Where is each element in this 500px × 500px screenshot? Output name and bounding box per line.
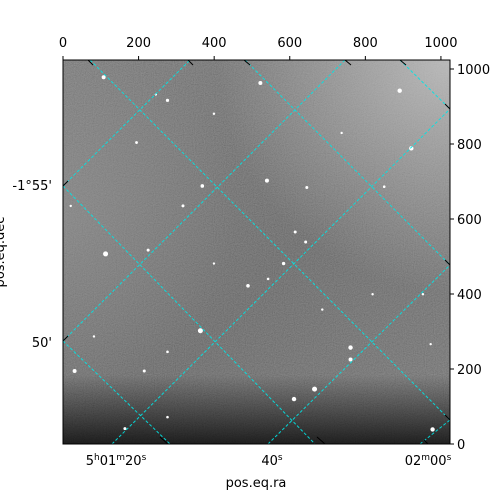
ra-label-1: 5h01m20s xyxy=(86,453,147,469)
star xyxy=(421,293,425,296)
x-axis-label: pos.eq.ra xyxy=(226,476,287,491)
star xyxy=(397,88,402,93)
dec-ticks xyxy=(62,103,451,421)
dec-tick xyxy=(444,414,451,421)
dec-tick xyxy=(444,259,451,266)
ra-ticks xyxy=(87,59,429,445)
star xyxy=(246,283,250,288)
star xyxy=(166,350,169,354)
star xyxy=(304,240,308,244)
top-tick-label: 600 xyxy=(277,36,302,51)
right-tick-label: 0 xyxy=(457,438,465,453)
right-pixel-axis: 0 200 400 600 800 1000 xyxy=(450,63,490,453)
top-tick-label: 400 xyxy=(202,36,227,51)
star xyxy=(264,178,269,183)
star xyxy=(69,204,72,208)
dec-axis: -1°55' 50' pos.eq.dec xyxy=(0,103,451,421)
ra-tick xyxy=(159,436,169,445)
top-tick-label: 200 xyxy=(126,36,151,51)
right-tick-label: 200 xyxy=(457,363,482,378)
y-axis-label: pos.eq.dec xyxy=(0,217,8,288)
ra-tick xyxy=(87,59,94,66)
star xyxy=(123,427,127,431)
star xyxy=(430,427,435,432)
grid-line xyxy=(244,60,450,266)
top-tick-label: 800 xyxy=(353,36,378,51)
ra-tick xyxy=(316,436,326,445)
grid-line xyxy=(111,108,450,444)
ra-tick xyxy=(399,59,407,66)
star xyxy=(293,230,297,234)
dec-tick xyxy=(444,103,451,110)
image-dark-bottom xyxy=(63,60,450,444)
plot-frame xyxy=(62,59,451,445)
star xyxy=(348,345,353,350)
grid-line xyxy=(267,264,450,444)
star xyxy=(291,396,297,402)
top-tick-label: 1000 xyxy=(424,36,457,51)
star xyxy=(212,112,216,115)
top-pixel-axis: 0 200 400 600 800 1000 xyxy=(59,36,457,60)
right-tick-label: 600 xyxy=(457,213,482,228)
star xyxy=(212,262,216,265)
star xyxy=(429,342,432,346)
ra-label-2: 40s xyxy=(261,453,283,469)
grid-line xyxy=(419,419,450,444)
ra-label-3: 02m00s xyxy=(405,453,452,469)
grid-line xyxy=(399,60,450,110)
star xyxy=(103,251,109,257)
dec-label-2: 50' xyxy=(32,336,52,351)
star xyxy=(340,131,343,135)
star xyxy=(72,369,77,374)
star xyxy=(371,293,374,296)
right-tick-label: 1000 xyxy=(457,63,490,78)
star xyxy=(92,335,96,338)
star xyxy=(312,386,318,392)
right-tick-label: 400 xyxy=(457,288,482,303)
star xyxy=(321,308,324,311)
star xyxy=(146,248,150,252)
dec-tick xyxy=(62,335,69,342)
ra-tick xyxy=(243,59,251,66)
star xyxy=(166,415,169,419)
star xyxy=(165,98,170,102)
ra-tick xyxy=(187,59,194,66)
star xyxy=(305,185,309,189)
star xyxy=(181,204,185,208)
star xyxy=(135,141,138,144)
image-panel xyxy=(63,60,450,444)
coordinate-grid xyxy=(63,60,450,444)
star xyxy=(197,328,203,334)
star xyxy=(348,357,353,362)
star xyxy=(409,146,414,151)
ra-axis: 5h01m20s 40s 02m00s pos.eq.ra xyxy=(86,59,452,491)
top-tick-label: 0 xyxy=(59,36,67,51)
right-tick-label: 800 xyxy=(457,138,482,153)
grid-line xyxy=(63,185,316,444)
dec-tick xyxy=(62,180,69,187)
star xyxy=(258,81,263,86)
star xyxy=(200,184,205,188)
star xyxy=(281,261,286,266)
star xyxy=(101,75,106,80)
star xyxy=(142,369,146,373)
grid-line xyxy=(63,60,346,342)
star xyxy=(382,185,386,189)
star xyxy=(266,277,270,281)
ra-tick xyxy=(423,439,429,445)
stars xyxy=(69,75,435,432)
dec-label-1: -1°55' xyxy=(12,179,52,194)
ra-tick xyxy=(344,59,352,66)
